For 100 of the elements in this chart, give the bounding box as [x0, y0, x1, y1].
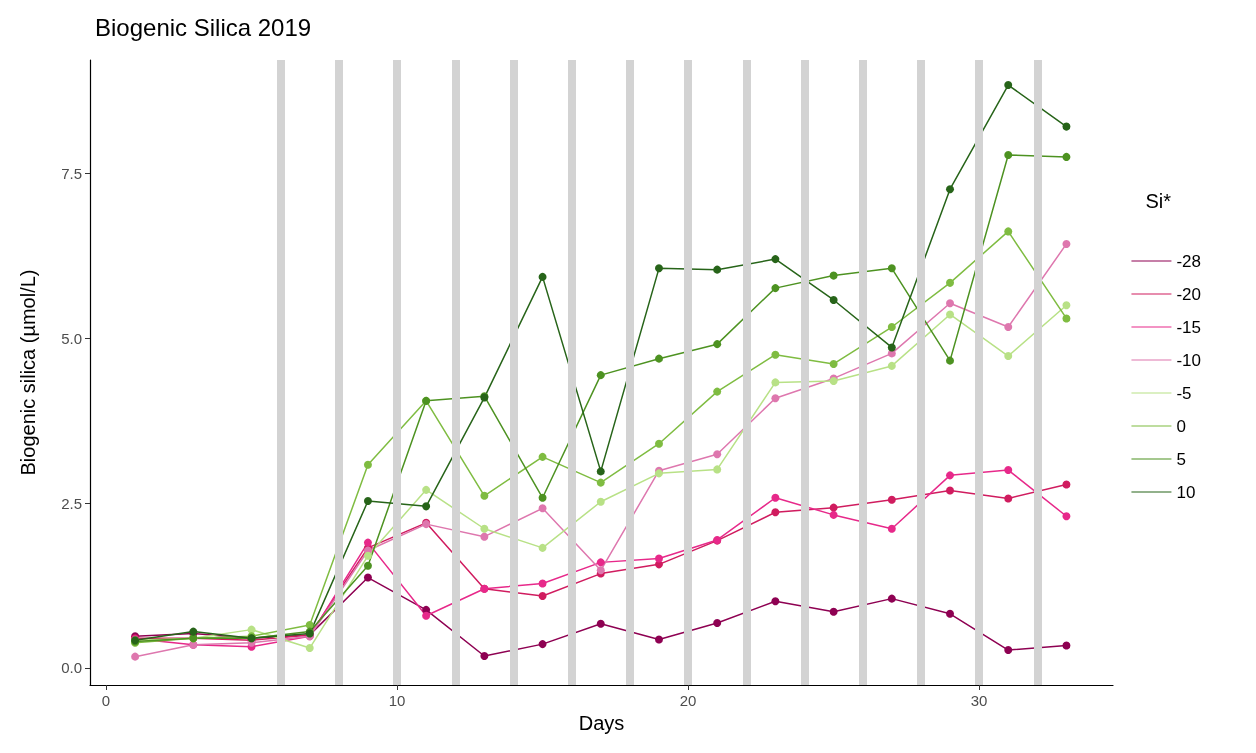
point — [713, 465, 722, 474]
point — [771, 597, 780, 606]
point — [363, 551, 372, 560]
point — [363, 497, 372, 506]
point — [829, 503, 838, 512]
point — [1004, 227, 1013, 236]
point — [538, 452, 547, 461]
point — [887, 495, 896, 504]
point — [538, 272, 547, 281]
point — [654, 354, 663, 363]
point — [363, 460, 372, 469]
x-tick-label: 20 — [679, 692, 697, 709]
y-tick-label: 2.5 — [61, 494, 82, 512]
point — [1062, 152, 1071, 161]
point — [713, 450, 722, 459]
point — [1062, 641, 1071, 650]
point — [713, 340, 722, 349]
x-tick-label: 0 — [101, 692, 111, 709]
chart-title: Biogenic Silica 2019 — [95, 13, 312, 41]
point — [422, 485, 431, 494]
point — [654, 635, 663, 644]
x-axis-title: Days — [578, 712, 625, 734]
point — [946, 299, 955, 308]
point — [887, 343, 896, 352]
point — [654, 439, 663, 448]
legend-label: -15 — [1176, 317, 1202, 337]
y-axis-title: Biogenic silica (µmol/L) — [17, 269, 39, 476]
point — [654, 264, 663, 273]
point — [654, 554, 663, 563]
point — [1062, 314, 1071, 323]
point — [480, 532, 489, 541]
point — [946, 609, 955, 618]
point — [887, 264, 896, 273]
point — [713, 265, 722, 274]
point — [480, 651, 489, 660]
point — [1062, 480, 1071, 489]
point — [771, 493, 780, 502]
point — [305, 621, 314, 629]
point — [596, 497, 605, 506]
point — [538, 543, 547, 552]
point — [131, 652, 140, 661]
point — [829, 607, 838, 616]
point — [771, 378, 780, 387]
point — [480, 491, 489, 500]
legend-label: -10 — [1176, 350, 1202, 370]
point — [422, 502, 431, 511]
x-tick-label: 30 — [970, 692, 988, 709]
point — [887, 594, 896, 603]
point — [1004, 352, 1013, 361]
point — [887, 323, 896, 332]
point — [771, 255, 780, 264]
point — [1004, 646, 1013, 655]
point — [1062, 301, 1071, 310]
point — [1004, 81, 1013, 90]
point — [363, 538, 372, 547]
point — [946, 185, 955, 194]
point — [771, 508, 780, 517]
point — [596, 371, 605, 380]
point — [538, 640, 547, 649]
point — [713, 619, 722, 628]
point — [596, 467, 605, 476]
point — [829, 295, 838, 304]
point — [771, 284, 780, 293]
y-tick-label: 5.0 — [61, 329, 82, 347]
point — [946, 471, 955, 480]
legend-label: 10 — [1176, 482, 1196, 502]
point — [946, 278, 955, 287]
point — [538, 579, 547, 588]
point — [538, 493, 547, 502]
point — [771, 394, 780, 403]
y-tick-label: 7.5 — [61, 164, 82, 182]
point — [422, 611, 431, 620]
point — [305, 644, 314, 653]
point — [829, 510, 838, 519]
legend-title: Si* — [1145, 190, 1172, 212]
point — [538, 592, 547, 600]
point — [596, 619, 605, 628]
point — [1004, 494, 1013, 503]
point — [1004, 323, 1013, 332]
point — [596, 558, 605, 567]
point — [829, 359, 838, 368]
point — [1062, 512, 1071, 521]
point — [1062, 122, 1071, 131]
legend-label: -5 — [1176, 383, 1192, 403]
point — [946, 356, 955, 365]
point — [887, 524, 896, 533]
x-tick-label: 10 — [388, 692, 406, 709]
legend-label: -20 — [1176, 284, 1202, 304]
point — [1004, 150, 1013, 159]
point — [946, 486, 955, 495]
point — [771, 350, 780, 359]
point — [887, 361, 896, 370]
legend-label: 5 — [1176, 449, 1186, 469]
point — [363, 561, 372, 570]
point — [1062, 239, 1071, 248]
point — [480, 524, 489, 533]
point — [713, 387, 722, 396]
legend-label: 0 — [1176, 416, 1186, 436]
y-tick-label: 0.0 — [61, 659, 82, 677]
point — [829, 271, 838, 280]
